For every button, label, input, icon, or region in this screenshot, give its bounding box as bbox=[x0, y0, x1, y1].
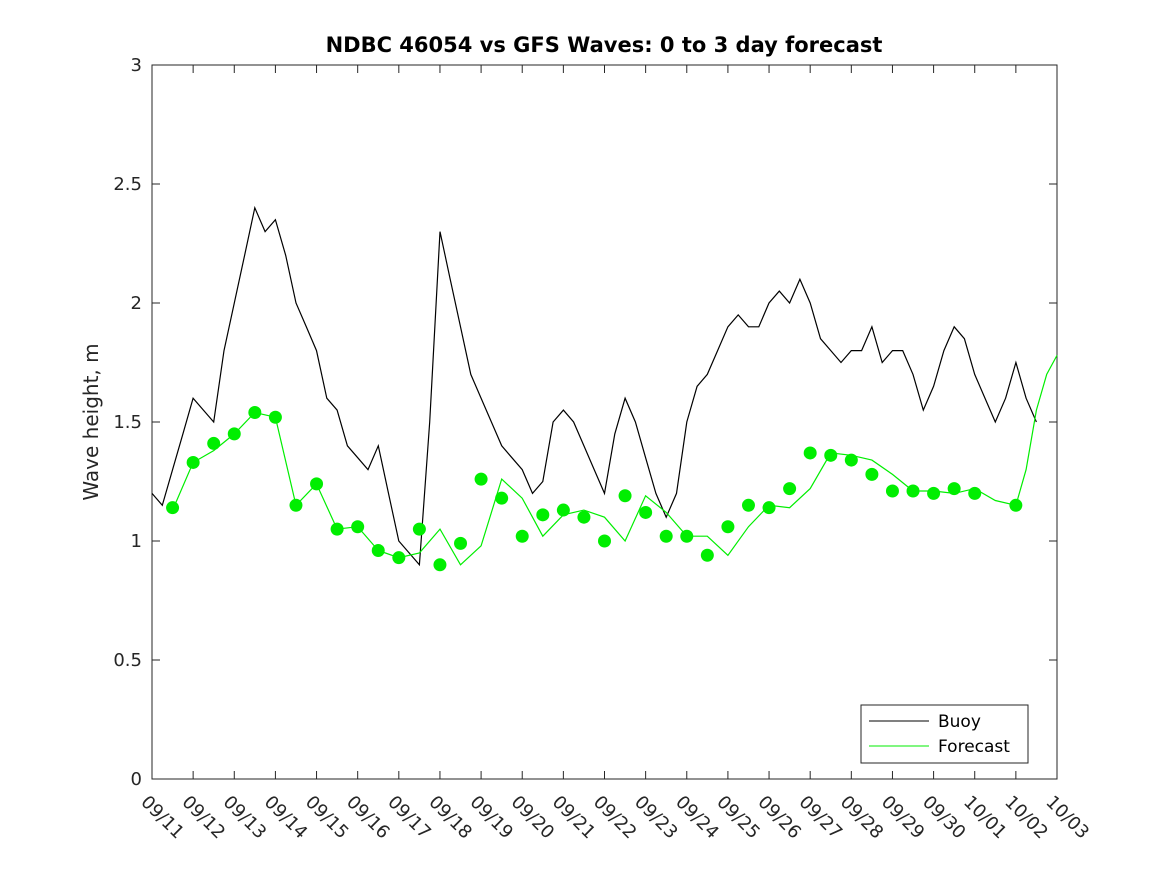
forecast-point bbox=[783, 482, 797, 496]
forecast-point bbox=[454, 536, 468, 550]
chart-title: NDBC 46054 vs GFS Waves: 0 to 3 day fore… bbox=[326, 33, 883, 57]
x-tick-label: 09/19 bbox=[466, 792, 518, 844]
forecast-point bbox=[433, 558, 447, 572]
x-tick-label: 09/18 bbox=[424, 792, 476, 844]
forecast-point bbox=[289, 498, 303, 512]
forecast-point bbox=[598, 534, 611, 548]
forecast-point bbox=[680, 529, 694, 543]
y-tick-labels: 0 0.5 1 1.5 2 2.5 3 bbox=[113, 55, 142, 790]
forecast-series-line bbox=[172, 355, 1058, 566]
x-tick-label: 09/24 bbox=[671, 792, 723, 844]
forecast-point bbox=[741, 498, 755, 512]
y-axis-label: Wave height, m bbox=[79, 343, 103, 500]
y-tick-label: 0 bbox=[131, 769, 142, 790]
x-tick-label: 09/21 bbox=[548, 792, 600, 844]
forecast-point bbox=[186, 455, 200, 469]
forecast-point bbox=[618, 489, 632, 503]
forecast-point bbox=[721, 520, 735, 534]
series-layer bbox=[151, 205, 1058, 567]
forecast-point bbox=[392, 551, 406, 565]
forecast-point bbox=[268, 410, 282, 424]
forecast-point bbox=[927, 486, 941, 500]
y-tick-label: 3 bbox=[131, 55, 142, 76]
y-tick-label: 2.5 bbox=[113, 174, 142, 195]
x-tick-label: 09/22 bbox=[589, 792, 641, 844]
forecast-point bbox=[310, 477, 324, 491]
x-tick-label: 09/13 bbox=[219, 792, 271, 844]
forecast-point bbox=[577, 510, 591, 524]
y-tick-label: 1 bbox=[131, 531, 142, 552]
legend: Buoy Forecast bbox=[860, 704, 1029, 764]
axis-ticks bbox=[151, 64, 1058, 780]
forecast-point bbox=[803, 446, 817, 460]
x-tick-label: 09/17 bbox=[383, 792, 435, 844]
plot-area bbox=[151, 64, 1058, 780]
y-tick-label: 2 bbox=[131, 293, 142, 314]
x-tick-label: 10/02 bbox=[1000, 792, 1052, 844]
forecast-point bbox=[906, 484, 920, 498]
forecast-point bbox=[536, 508, 550, 522]
forecast-point bbox=[227, 427, 241, 441]
y-tick-label: 0.5 bbox=[113, 650, 142, 671]
forecast-point bbox=[207, 436, 221, 450]
x-tick-labels: 09/1109/1209/1309/1409/1509/1609/1709/18… bbox=[136, 792, 1093, 844]
legend-box bbox=[860, 704, 1029, 764]
forecast-point bbox=[700, 548, 714, 562]
forecast-point bbox=[495, 491, 509, 505]
x-tick-label: 09/14 bbox=[260, 792, 312, 844]
forecast-point bbox=[1009, 498, 1023, 512]
forecast-point bbox=[166, 501, 180, 515]
forecast-point bbox=[371, 544, 385, 558]
x-tick-label: 09/15 bbox=[301, 792, 353, 844]
x-tick-label: 09/26 bbox=[754, 792, 806, 844]
forecast-point bbox=[885, 484, 899, 498]
y-tick-label: 1.5 bbox=[113, 412, 142, 433]
forecast-point bbox=[351, 520, 365, 534]
forecast-point bbox=[659, 529, 673, 543]
legend-forecast-label: Forecast bbox=[938, 737, 1010, 757]
x-tick-label: 09/23 bbox=[630, 792, 682, 844]
x-tick-label: 10/03 bbox=[1041, 792, 1093, 844]
forecast-point bbox=[824, 448, 838, 462]
x-tick-label: 10/01 bbox=[959, 792, 1011, 844]
forecast-point bbox=[844, 453, 858, 467]
forecast-point bbox=[947, 482, 961, 496]
forecast-point bbox=[248, 405, 262, 419]
forecast-point bbox=[412, 522, 426, 536]
forecast-markers bbox=[166, 405, 1023, 572]
forecast-point bbox=[968, 486, 982, 500]
buoy-series-line bbox=[151, 205, 1037, 567]
forecast-point bbox=[474, 472, 488, 486]
x-tick-label: 09/12 bbox=[178, 792, 230, 844]
x-tick-label: 09/29 bbox=[877, 792, 929, 844]
x-tick-label: 09/28 bbox=[836, 792, 888, 844]
x-tick-label: 09/30 bbox=[918, 792, 970, 844]
x-tick-label: 09/25 bbox=[712, 792, 764, 844]
forecast-point bbox=[556, 503, 570, 517]
forecast-point bbox=[762, 501, 776, 515]
x-tick-label: 09/11 bbox=[136, 792, 188, 844]
x-tick-label: 09/27 bbox=[795, 792, 847, 844]
x-tick-label: 09/20 bbox=[507, 792, 559, 844]
forecast-point bbox=[639, 505, 653, 519]
forecast-point bbox=[515, 529, 529, 543]
forecast-point bbox=[865, 467, 879, 481]
legend-buoy-label: Buoy bbox=[938, 712, 981, 732]
forecast-point bbox=[330, 522, 344, 536]
x-tick-label: 09/16 bbox=[342, 792, 394, 844]
